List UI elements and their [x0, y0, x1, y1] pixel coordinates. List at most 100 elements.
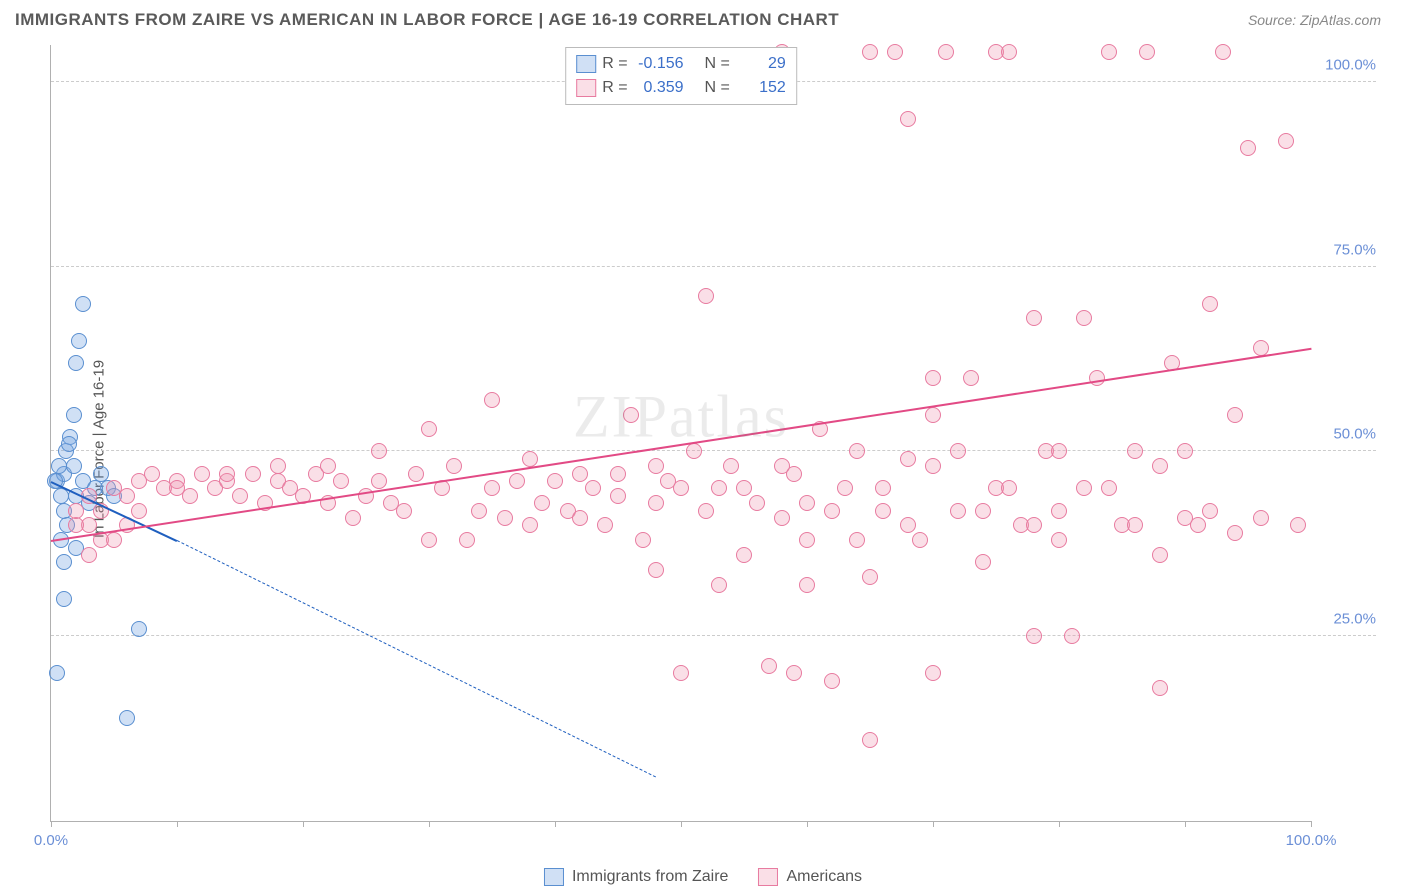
scatter-point [131, 621, 147, 637]
legend-label-americans: Americans [786, 868, 862, 886]
scatter-point [774, 510, 790, 526]
scatter-point [736, 480, 752, 496]
scatter-point [68, 517, 84, 533]
xtick [555, 821, 556, 827]
scatter-point [1152, 547, 1168, 563]
legend-label-zaire: Immigrants from Zaire [572, 868, 728, 886]
scatter-point [711, 480, 727, 496]
scatter-point [61, 436, 77, 452]
swatch-americans [576, 79, 596, 97]
scatter-point [1101, 44, 1117, 60]
scatter-point [799, 495, 815, 511]
scatter-point [1202, 503, 1218, 519]
swatch-zaire [576, 55, 596, 73]
scatter-point [1190, 517, 1206, 533]
chart-area: In Labor Force | Age 16-19 ZIPatlas R = … [15, 45, 1381, 852]
plot-region: ZIPatlas R = -0.156 N = 29 R = 0.359 N =… [50, 45, 1311, 822]
r-label: R = [602, 76, 627, 100]
scatter-point [900, 111, 916, 127]
scatter-point [686, 443, 702, 459]
correlation-legend: R = -0.156 N = 29 R = 0.359 N = 152 [565, 47, 797, 105]
scatter-point [56, 554, 72, 570]
scatter-point [396, 503, 412, 519]
scatter-point [1026, 310, 1042, 326]
chart-header: IMMIGRANTS FROM ZAIRE VS AMERICAN IN LAB… [0, 0, 1406, 35]
scatter-point [51, 458, 67, 474]
scatter-point [1127, 443, 1143, 459]
swatch-americans-icon [758, 868, 778, 886]
scatter-point [887, 44, 903, 60]
scatter-point [194, 466, 210, 482]
scatter-point [1177, 443, 1193, 459]
scatter-point [1278, 133, 1294, 149]
scatter-point [522, 451, 538, 467]
scatter-point [371, 443, 387, 459]
xtick-label: 0.0% [34, 832, 68, 849]
scatter-point [144, 466, 160, 482]
scatter-point [698, 288, 714, 304]
scatter-point [1101, 480, 1117, 496]
scatter-point [849, 532, 865, 548]
scatter-point [1227, 407, 1243, 423]
scatter-point [484, 480, 500, 496]
scatter-point [1001, 44, 1017, 60]
ytick-label: 75.0% [1333, 241, 1376, 258]
legend-row-zaire: R = -0.156 N = 29 [576, 52, 786, 76]
xtick [1185, 821, 1186, 827]
scatter-point [547, 473, 563, 489]
scatter-point [1240, 140, 1256, 156]
scatter-point [862, 569, 878, 585]
scatter-point [119, 488, 135, 504]
scatter-point [68, 503, 84, 519]
scatter-point [950, 443, 966, 459]
scatter-point [912, 532, 928, 548]
scatter-point [925, 458, 941, 474]
scatter-point [522, 517, 538, 533]
scatter-point [1152, 680, 1168, 696]
n-label: N = [704, 52, 729, 76]
scatter-point [93, 466, 109, 482]
scatter-point [597, 517, 613, 533]
scatter-point [49, 665, 65, 681]
scatter-point [950, 503, 966, 519]
scatter-point [900, 451, 916, 467]
source-attribution: Source: ZipAtlas.com [1248, 12, 1381, 28]
scatter-point [761, 658, 777, 674]
scatter-point [623, 407, 639, 423]
xtick [429, 821, 430, 827]
source-link[interactable]: ZipAtlas.com [1300, 12, 1381, 28]
scatter-point [534, 495, 550, 511]
scatter-point [824, 503, 840, 519]
scatter-point [875, 480, 891, 496]
scatter-point [446, 458, 462, 474]
scatter-point [1202, 296, 1218, 312]
scatter-point [925, 407, 941, 423]
xtick [933, 821, 934, 827]
scatter-point [1227, 525, 1243, 541]
n-value-zaire: 29 [736, 52, 786, 76]
scatter-point [875, 503, 891, 519]
scatter-point [610, 466, 626, 482]
scatter-point [169, 480, 185, 496]
scatter-point [1127, 517, 1143, 533]
scatter-point [1290, 517, 1306, 533]
scatter-point [270, 458, 286, 474]
legend-item-americans: Americans [758, 868, 862, 886]
ytick-label: 100.0% [1325, 56, 1376, 73]
scatter-point [938, 44, 954, 60]
scatter-point [484, 392, 500, 408]
source-prefix: Source: [1248, 12, 1300, 28]
n-value-americans: 152 [736, 76, 786, 100]
scatter-point [1051, 532, 1067, 548]
xtick [681, 821, 682, 827]
scatter-point [232, 488, 248, 504]
n-label: N = [704, 76, 729, 100]
scatter-point [119, 710, 135, 726]
scatter-point [245, 466, 261, 482]
scatter-point [371, 473, 387, 489]
scatter-point [320, 458, 336, 474]
scatter-point [774, 458, 790, 474]
scatter-point [1064, 628, 1080, 644]
scatter-point [1051, 443, 1067, 459]
scatter-point [635, 532, 651, 548]
